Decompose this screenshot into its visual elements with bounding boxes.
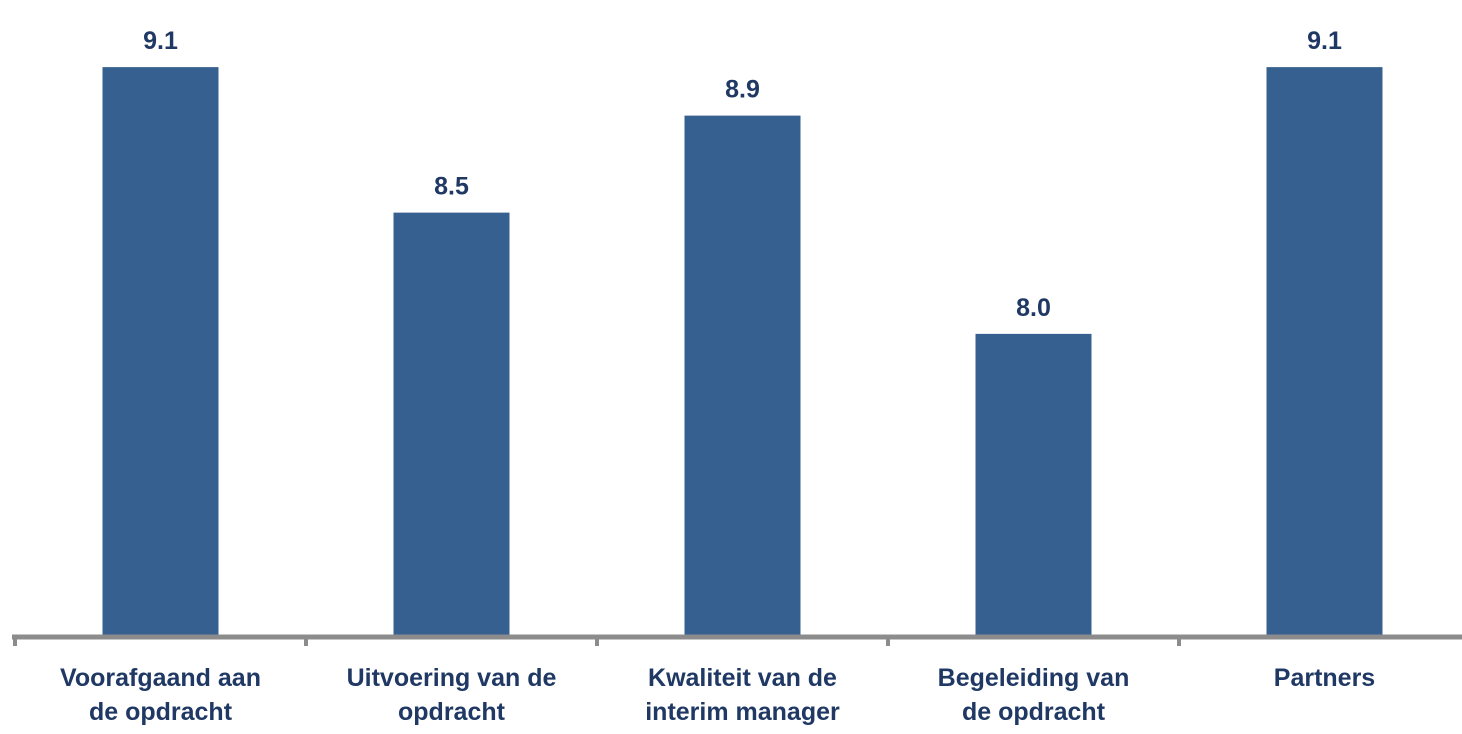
bar <box>1266 67 1383 637</box>
bar-value-label: 8.9 <box>725 76 760 104</box>
bar-value-label: 9.1 <box>143 27 178 55</box>
bar <box>393 212 510 637</box>
bar-value-label: 8.0 <box>1016 294 1051 322</box>
bar <box>684 115 801 637</box>
value-labels-group: 9.1 8.5 8.9 8.0 9.1 <box>143 27 1342 322</box>
category-label-line: opdracht <box>398 698 506 726</box>
bar-value-label: 9.1 <box>1307 27 1342 55</box>
category-label-line: Partners <box>1274 664 1375 692</box>
bar <box>102 67 219 637</box>
category-label: Begeleiding van de opdracht <box>938 664 1130 726</box>
category-label-line: de opdracht <box>89 698 233 726</box>
bar <box>975 333 1092 637</box>
category-label-line: Begeleiding van <box>938 664 1130 692</box>
category-label-line: Kwaliteit van de <box>648 664 837 692</box>
bar-value-label: 8.5 <box>434 173 469 201</box>
category-label-line: de opdracht <box>962 698 1106 726</box>
category-label: Partners <box>1274 664 1375 692</box>
category-label-line: interim manager <box>645 698 840 726</box>
x-axis-ticks <box>13 637 1181 646</box>
category-labels-group: Voorafgaand aan de opdracht Uitvoering van… <box>60 664 1375 726</box>
bars-group <box>102 67 1383 637</box>
category-label: Kwaliteit van de interim manager <box>645 664 840 726</box>
category-label: Uitvoering van de opdracht <box>347 664 557 726</box>
category-label-line: Uitvoering van de <box>347 664 557 692</box>
category-label-line: Voorafgaand aan <box>60 664 261 692</box>
category-label: Voorafgaand aan de opdracht <box>60 664 261 726</box>
